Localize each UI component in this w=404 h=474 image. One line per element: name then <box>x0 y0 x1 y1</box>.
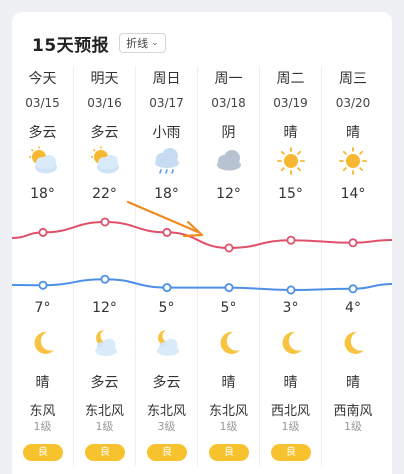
day-date: 03/16 <box>87 96 122 110</box>
aqi-badge[interactable]: 良 <box>271 444 311 461</box>
high-temp-point <box>100 217 110 227</box>
day-column[interactable]: 周三 03/20 晴 14° 4° 晴西南风 1级 <box>322 66 384 466</box>
moon-icon <box>275 328 307 358</box>
low-temp-point <box>100 274 110 284</box>
day-condition: 小雨 <box>152 125 181 141</box>
day-condition: 阴 <box>221 125 236 141</box>
sun-icon <box>275 146 307 176</box>
high-temp-line <box>12 220 392 250</box>
high-temp-label: 12° <box>216 186 241 202</box>
day-name: 周一 <box>214 71 243 87</box>
wind-direction: 西南风 <box>333 404 373 419</box>
low-temp-point <box>162 283 172 293</box>
wind-level: 1级 <box>95 420 114 433</box>
temperature-chart <box>12 217 392 295</box>
low-temp-label: 5° <box>220 300 237 316</box>
sun-icon <box>337 146 369 176</box>
night-condition: 多云 <box>90 375 119 391</box>
high-temp-point <box>224 243 234 253</box>
forecast-card: 15天预报 折线 ⌄ 周三 03/20 晴 14° 4° 晴西南风 1级 周二 03/19 晴 15… <box>12 12 392 474</box>
wind-level: 1级 <box>219 420 238 433</box>
high-temp-point <box>38 227 48 237</box>
aqi-badge[interactable]: 良 <box>147 444 187 461</box>
low-temp-line <box>12 278 392 292</box>
day-date: 03/19 <box>273 96 308 110</box>
low-temp-point <box>38 280 48 290</box>
night-condition: 晴 <box>35 375 50 391</box>
cloudy-moon-icon <box>89 328 121 358</box>
day-condition: 晴 <box>346 125 360 141</box>
wind-direction: 东北风 <box>84 404 124 419</box>
chart-mode-label: 折线 <box>126 37 149 50</box>
overcast-cloud-icon <box>213 146 245 176</box>
wind-level: 1级 <box>281 420 300 433</box>
moon-icon <box>213 328 245 358</box>
partly-cloudy-sun-icon <box>89 146 121 176</box>
high-temp-label: 15° <box>278 186 303 202</box>
partly-cloudy-sun-icon <box>27 146 59 176</box>
high-temp-label: 18° <box>30 186 55 202</box>
aqi-badge[interactable]: 良 <box>85 444 125 461</box>
annotation-arrow-head <box>182 220 204 238</box>
day-column[interactable]: 周二 03/19 晴 15° 3° 晴西北风 1级良 <box>260 66 322 466</box>
forecast-grid: 周三 03/20 晴 14° 4° 晴西南风 1级 周二 03/19 晴 15° 3° 晴西北风 1级良周… <box>12 66 392 474</box>
moon-icon <box>337 328 369 358</box>
day-column[interactable]: 周日 03/17 小雨 18° 5° 多云东北风 3级良 <box>136 66 198 466</box>
high-temp-point <box>162 227 172 237</box>
cloudy-moon-icon <box>151 328 183 358</box>
wind-level: 3级 <box>157 420 176 433</box>
night-condition: 晴 <box>283 375 298 391</box>
chevron-down-icon: ⌄ <box>151 38 159 48</box>
high-temp-label: 18° <box>154 186 179 202</box>
low-temp-label: 12° <box>92 300 117 316</box>
aqi-badge[interactable]: 良 <box>209 444 249 461</box>
high-temp-point <box>286 235 296 245</box>
forecast-header: 15天预报 折线 ⌄ <box>32 30 166 56</box>
day-date: 03/15 <box>25 96 60 110</box>
night-condition: 多云 <box>152 375 181 391</box>
low-temp-label: 5° <box>158 300 175 316</box>
light-rain-icon <box>151 146 183 176</box>
high-temp-label: 22° <box>92 186 117 202</box>
wind-direction: 东北风 <box>208 404 248 419</box>
wind-direction: 西北风 <box>270 404 310 419</box>
low-temp-label: 3° <box>282 300 299 316</box>
high-temp-point <box>348 238 358 248</box>
forecast-title: 15天预报 <box>32 35 110 56</box>
day-condition: 多云 <box>28 125 57 141</box>
day-name: 周日 <box>152 71 181 87</box>
day-name: 明天 <box>90 71 119 87</box>
high-temp-label: 14° <box>340 186 366 202</box>
day-column[interactable]: 周一 03/18 阴 12° 5° 晴东北风 1级良 <box>198 66 260 466</box>
wind-direction: 东风 <box>29 404 56 419</box>
night-condition: 晴 <box>221 375 236 391</box>
day-name: 周二 <box>276 71 305 87</box>
low-temp-label: 7° <box>34 300 51 316</box>
wind-level: 1级 <box>344 420 362 433</box>
low-temp-point <box>348 284 358 294</box>
day-date: 03/18 <box>211 96 246 110</box>
day-date: 03/17 <box>149 96 184 110</box>
wind-level: 1级 <box>33 420 52 433</box>
low-temp-point <box>286 285 296 295</box>
annotation-arrow-line <box>126 200 200 234</box>
day-name: 今天 <box>28 71 57 87</box>
day-column[interactable]: 今天 03/15 多云 18° 7° 晴东风 1级良 <box>12 66 74 466</box>
night-condition: 晴 <box>346 375 360 391</box>
moon-icon <box>27 328 59 358</box>
chart-mode-dropdown[interactable]: 折线 ⌄ <box>119 33 166 53</box>
day-column[interactable]: 明天 03/16 多云 22° 12° 多云东北风 1级良 <box>74 66 136 466</box>
day-name: 周三 <box>339 71 367 87</box>
day-date: 03/20 <box>335 96 371 110</box>
aqi-badge[interactable]: 良 <box>23 444 63 461</box>
wind-direction: 东北风 <box>146 404 186 419</box>
low-temp-label: 4° <box>345 300 361 316</box>
annotation-arrow <box>126 200 204 238</box>
day-condition: 多云 <box>90 125 119 141</box>
low-temp-point <box>224 283 234 293</box>
day-condition: 晴 <box>283 125 298 141</box>
